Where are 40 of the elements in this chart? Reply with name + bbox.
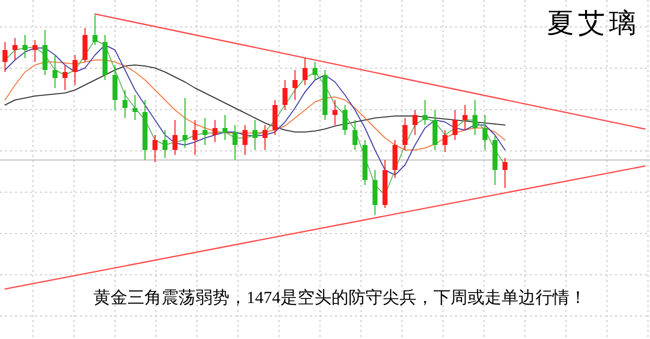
candlestick — [442, 130, 448, 152]
candlestick — [2, 42, 8, 72]
candlestick — [202, 118, 208, 146]
candlestick — [12, 38, 18, 60]
candlestick — [152, 134, 158, 162]
candlestick — [212, 120, 218, 142]
candlestick — [62, 64, 68, 90]
candlestick — [172, 120, 178, 156]
candlestick — [232, 124, 238, 160]
candlestick — [252, 120, 258, 150]
candlestick — [32, 40, 38, 62]
candlestick — [262, 124, 268, 150]
candlestick — [22, 34, 28, 58]
candlestick — [132, 94, 138, 120]
candlestick — [422, 100, 428, 126]
candlestick — [502, 158, 508, 188]
candlestick — [122, 90, 128, 118]
candlestick — [162, 130, 168, 158]
candlestick — [352, 120, 358, 150]
candlestick — [472, 100, 478, 136]
candlestick — [402, 118, 408, 150]
candlestick — [72, 54, 78, 86]
candlestick — [242, 124, 248, 156]
candlestick — [222, 114, 228, 140]
candlestick — [52, 54, 58, 88]
text: 黄金三角震荡弱势，1474是空头的防守尖兵，下周或走单边行情！ — [94, 288, 586, 307]
candlestick — [342, 104, 348, 136]
candlestick — [92, 14, 98, 46]
candlestick — [192, 120, 198, 156]
candlestick — [482, 114, 488, 150]
candlestick — [412, 110, 418, 136]
candlestick — [292, 70, 298, 100]
candlestick — [332, 100, 338, 126]
candlestick — [452, 110, 458, 140]
candlestick — [182, 98, 188, 148]
candlestick — [282, 80, 288, 110]
candlestick — [312, 62, 318, 80]
candlestick — [302, 58, 308, 86]
annotation: 夏艾璃 — [547, 8, 640, 38]
candlestick — [462, 104, 468, 130]
